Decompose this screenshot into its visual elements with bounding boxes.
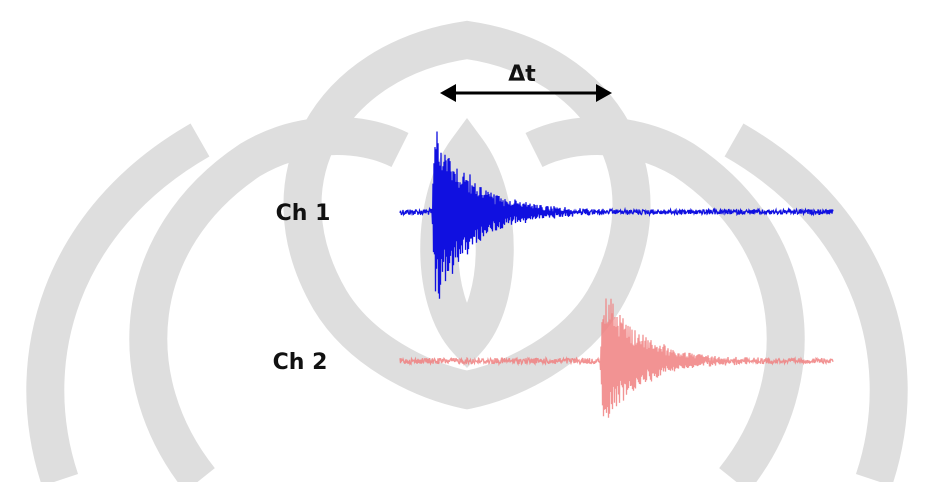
watermark-shape [534, 136, 786, 480]
channel-label: Ch 2 [273, 350, 328, 375]
watermark-shape [148, 136, 400, 480]
arrow-head [440, 84, 456, 102]
watermark [45, 40, 888, 480]
delta-label: Δt [508, 62, 536, 87]
page: Δt Ch 1 Ch 2 (() => { const data = JSON.… [0, 0, 934, 482]
diagram: Δt Ch 1 Ch 2 [0, 0, 934, 482]
channel-label: Ch 1 [276, 201, 331, 226]
